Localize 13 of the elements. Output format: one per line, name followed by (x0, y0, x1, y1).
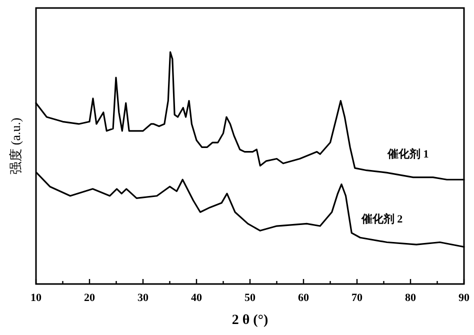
x-tick-label: 70 (352, 292, 363, 304)
series-label: 催化剂 1 (386, 147, 429, 160)
x-tick-label: 50 (244, 292, 256, 304)
x-tick-label: 90 (458, 292, 470, 304)
x-tick-label: 20 (84, 292, 96, 304)
x-tick-label: 80 (405, 292, 416, 304)
x-axis-title: 2 θ (°) (232, 313, 268, 328)
x-tick-label: 40 (191, 292, 202, 304)
x-tick-label: 10 (30, 292, 42, 304)
series-label: 催化剂 2 (360, 212, 404, 226)
x-tick-label: 60 (298, 292, 310, 304)
y-axis-title: 强度 (a.u.) (8, 118, 23, 174)
x-tick-label: 30 (138, 292, 149, 304)
